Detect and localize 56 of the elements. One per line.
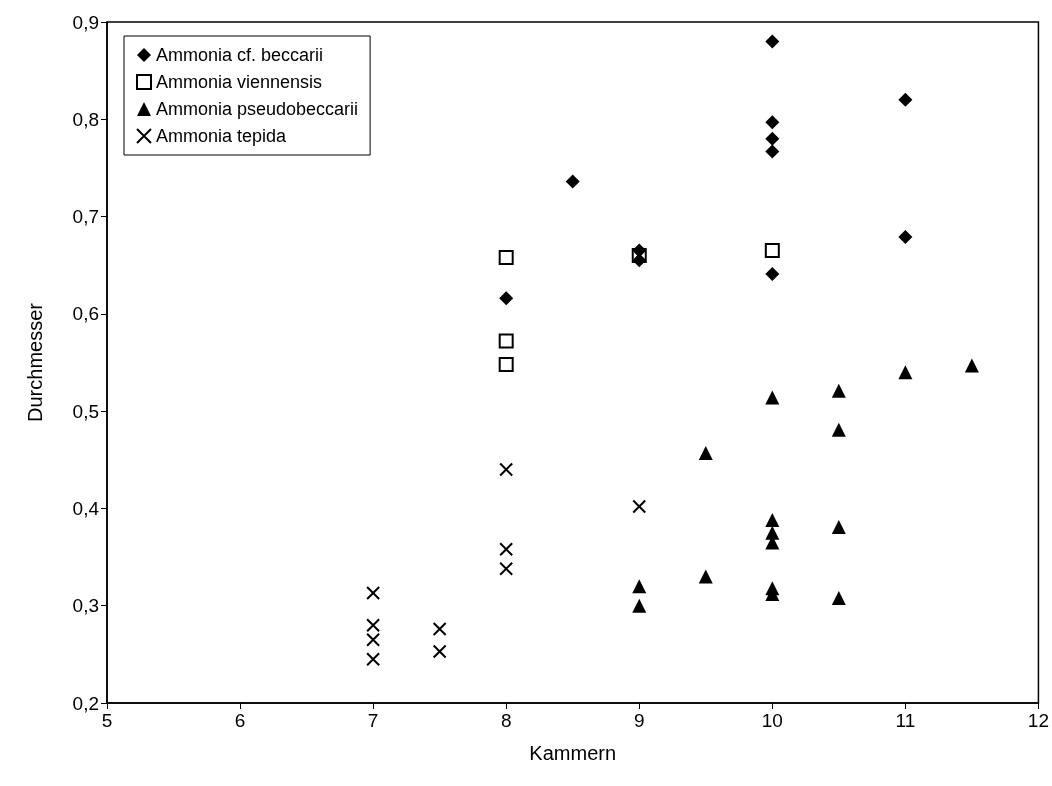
point — [898, 365, 913, 380]
point — [831, 422, 846, 437]
point — [565, 174, 580, 189]
y-tick-label: 0,5 — [72, 400, 99, 422]
point — [831, 590, 846, 605]
x-axis-title: Kammern — [529, 742, 617, 764]
x-tick-label: 6 — [234, 710, 246, 731]
point — [764, 243, 780, 259]
legend-label: Ammonia cf. beccarii — [156, 45, 324, 65]
point — [498, 249, 514, 265]
point — [498, 356, 514, 372]
y-axis-title: Durchmesser — [24, 302, 46, 422]
point — [765, 115, 780, 130]
y-tick-label: 0,3 — [72, 595, 99, 617]
point — [632, 499, 647, 514]
x-tick-label: 12 — [1027, 710, 1049, 731]
point — [831, 383, 846, 398]
y-tick-label: 0,8 — [72, 108, 99, 130]
point — [499, 462, 514, 477]
point — [765, 131, 780, 146]
point — [366, 652, 381, 667]
point — [765, 513, 780, 528]
point — [765, 144, 780, 159]
point — [499, 561, 514, 576]
x-tick-label: 7 — [367, 710, 379, 731]
point — [698, 445, 713, 460]
point — [632, 598, 647, 613]
x-tick-label: 11 — [895, 710, 916, 731]
y-tick-label: 0,6 — [72, 303, 99, 325]
point — [366, 586, 381, 601]
point — [498, 333, 514, 349]
y-tick-label: 0,7 — [72, 206, 99, 228]
legend-label: Ammonia viennensis — [156, 72, 323, 92]
legend-label: Ammonia pseudobeccarii — [156, 99, 359, 119]
point — [432, 622, 447, 637]
point — [898, 92, 913, 107]
point — [765, 34, 780, 49]
point — [631, 247, 647, 263]
point — [765, 266, 780, 281]
x-tick-label: 8 — [500, 710, 512, 731]
point — [698, 569, 713, 584]
point — [831, 519, 846, 534]
point — [898, 230, 913, 244]
y-tick-label: 0,9 — [72, 11, 99, 33]
point — [765, 390, 780, 405]
point — [632, 579, 647, 594]
x-tick-label: 9 — [633, 710, 645, 731]
x-tick-label: 10 — [761, 710, 783, 731]
legend-label: Ammonia tepida — [156, 126, 288, 146]
y-tick-label: 0,4 — [72, 497, 100, 519]
point — [964, 358, 979, 373]
point — [499, 542, 514, 557]
x-tick-label: 5 — [101, 710, 113, 731]
point — [432, 644, 447, 659]
point — [499, 291, 514, 306]
y-tick-label: 0,2 — [72, 692, 99, 714]
